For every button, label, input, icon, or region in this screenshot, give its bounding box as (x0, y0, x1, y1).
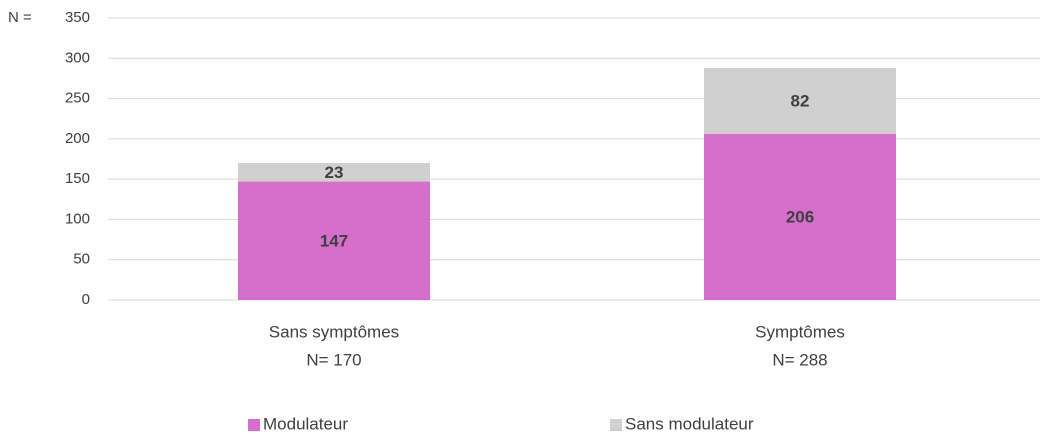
y-tick-label: 250 (65, 90, 90, 107)
y-tick-label: 300 (65, 49, 90, 66)
legend-swatch (610, 419, 622, 431)
legend-swatch (248, 419, 260, 431)
y-tick-label: 350 (65, 9, 90, 26)
y-tick-label: 100 (65, 210, 90, 227)
value-label: 82 (791, 91, 810, 110)
value-label: 23 (325, 163, 344, 182)
value-label: 147 (320, 231, 348, 250)
bar-segment (238, 181, 430, 300)
y-tick-label: 0 (82, 291, 90, 308)
bar-segment (238, 163, 430, 182)
y-axis-label: N = (8, 9, 32, 26)
y-tick-label: 150 (65, 170, 90, 187)
bar-segment (704, 134, 896, 300)
legend-label: Sans modulateur (625, 414, 754, 433)
bar-segment (704, 67, 896, 135)
y-tick-label: 50 (73, 251, 90, 268)
x-tick-label: Sans symptômes (269, 322, 399, 341)
x-tick-label: N= 288 (772, 350, 827, 369)
x-tick-label: N= 170 (306, 350, 361, 369)
legend-label: Modulateur (263, 414, 348, 433)
value-label: 206 (786, 207, 814, 226)
x-tick-label: Symptômes (755, 322, 845, 341)
y-tick-label: 200 (65, 130, 90, 147)
